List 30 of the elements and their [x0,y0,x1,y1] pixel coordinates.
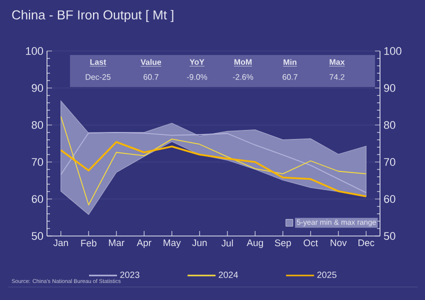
x-tick-label: Dec [358,240,374,246]
y2-tick-label: 60 [384,195,396,203]
legend-label: 2025 [317,272,336,278]
x-tick-label: Mar [109,240,124,246]
y-tick-label: 80 [32,121,44,129]
y-tick-label: 70 [32,158,44,166]
x-tick-label: May [164,240,181,248]
y-tick-label: 50 [32,232,44,240]
x-tick-label: Sep [274,240,291,248]
y-tick-label: 100 [26,47,44,55]
x-tick-label: Jan [53,240,68,246]
y2-tick-label: 80 [384,121,396,129]
x-tick-label: Nov [330,240,347,246]
y-tick-label: 90 [32,84,44,92]
y2-tick-label: 90 [384,84,396,92]
y2-tick-label: 100 [384,47,402,55]
x-tick-label: Jul [221,240,233,246]
line-series [60,141,368,198]
y-tick-label: 60 [32,195,44,203]
x-tick-label: Apr [136,240,152,248]
legend-label: 2023 [120,272,140,278]
y2-tick-label: 50 [384,232,396,240]
chart-title: China - BF Iron Output [ Mt ] [12,10,174,22]
x-tick-label: Oct [304,240,318,246]
x-tick-label: Feb [81,240,96,246]
line-series [60,116,367,206]
x-tick-label: Aug [246,240,263,248]
y2-tick-label: 70 [384,158,396,166]
legend-label: 2024 [218,272,238,278]
x-tick-label: Jun [192,240,207,246]
